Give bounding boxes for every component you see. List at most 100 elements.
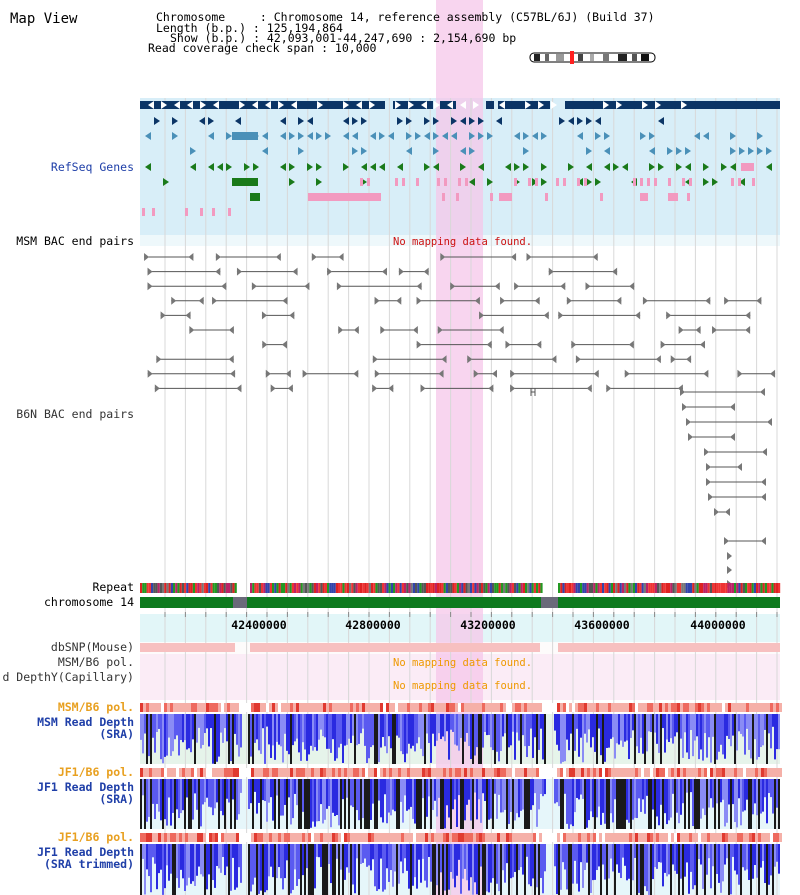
repeat-element <box>285 583 288 593</box>
depth-bin <box>592 714 594 738</box>
depth-bin <box>152 844 154 858</box>
repeat-element <box>492 583 495 593</box>
depth-bin <box>436 779 438 817</box>
polymorphism-tracks[interactable] <box>140 703 782 842</box>
depth-bin <box>196 779 198 810</box>
polymorphism-bin <box>341 833 344 842</box>
depth-bin <box>220 844 222 873</box>
bac-end-marker <box>706 478 711 486</box>
polymorphism-bin <box>506 833 509 842</box>
gene-block <box>152 208 155 216</box>
gene-arrow <box>730 132 736 140</box>
depth-bin <box>200 844 202 875</box>
depth-bin <box>522 844 524 875</box>
depth-bin <box>214 779 216 809</box>
depth-bin <box>336 714 338 759</box>
polymorphism-bin <box>419 833 422 842</box>
depth-bin <box>536 844 538 888</box>
depth-bin <box>456 714 458 746</box>
depth-bin <box>560 844 562 890</box>
depth-bin <box>196 844 198 876</box>
depth-bin <box>738 714 740 732</box>
depth-bin <box>656 714 658 744</box>
repeat-element <box>203 583 206 593</box>
polymorphism-bin <box>683 833 686 842</box>
polymorphism-bin <box>596 768 599 777</box>
polymorphism-bin <box>578 703 581 712</box>
track-label-jf1-read-depth: JF1 Read Depth <box>37 780 134 794</box>
chromosome-ideogram[interactable] <box>529 51 656 64</box>
polymorphism-bin <box>503 768 506 777</box>
depth-bin <box>430 714 432 763</box>
depth-bin <box>168 714 170 738</box>
gene-arrow <box>748 147 754 155</box>
gene-arrow <box>239 101 245 109</box>
repeat-element <box>659 583 662 593</box>
gene-arrow <box>473 101 479 109</box>
depth-bin <box>430 844 432 882</box>
gene-arrow <box>352 132 358 140</box>
gene-arrow <box>163 178 169 186</box>
polymorphism-bin <box>380 703 383 712</box>
repeat-element <box>716 583 719 593</box>
depth-bin <box>698 714 700 760</box>
depth-bin <box>508 779 510 824</box>
polymorphism-bin <box>170 768 173 777</box>
repeat-track[interactable] <box>140 583 781 593</box>
depth-bin <box>456 779 458 827</box>
polymorphism-bin <box>161 703 164 712</box>
polymorphism-bin <box>485 768 488 777</box>
polymorphism-bin <box>233 833 236 842</box>
gene-arrow <box>370 163 376 171</box>
depth-bin <box>750 779 752 829</box>
repeat-element <box>214 583 217 593</box>
bac-end-marker <box>767 418 772 426</box>
bac-end-marker <box>500 296 506 305</box>
depth-bin <box>248 779 250 810</box>
bac-end-pairs-track[interactable] <box>144 253 776 588</box>
polymorphism-bin <box>251 703 254 712</box>
repeat-element <box>432 583 435 593</box>
polymorphism-bin <box>308 833 311 842</box>
depth-bin <box>466 844 468 881</box>
depth-bin <box>670 844 672 895</box>
polymorphism-bin <box>146 833 149 842</box>
bac-end-marker <box>566 296 572 305</box>
depth-bin <box>658 779 660 826</box>
depth-no-data-message: No mapping data found. <box>393 680 532 692</box>
polymorphism-bin <box>686 768 689 777</box>
repeat-element <box>736 583 739 593</box>
repeat-element <box>177 583 180 593</box>
gene-arrow <box>685 147 691 155</box>
dbsnp-track[interactable] <box>140 643 780 652</box>
polymorphism-bin <box>518 833 521 842</box>
depth-bin <box>610 779 612 814</box>
gene-block <box>140 101 385 109</box>
polymorphism-bin <box>746 768 749 777</box>
depth-bin <box>144 844 146 895</box>
info-show: Show (b.p.) : 42,093,001-44,247,690 : 2,… <box>170 31 516 45</box>
depth-bin <box>302 779 304 812</box>
read-depth-tracks[interactable] <box>140 714 780 895</box>
repeat-element <box>217 583 220 593</box>
depth-bin <box>690 714 692 731</box>
refseq-genes-track[interactable] <box>140 101 780 216</box>
polymorphism-bin <box>335 833 338 842</box>
chromosome-track[interactable] <box>140 597 780 608</box>
polymorphism-bin <box>248 768 251 777</box>
gene-arrow <box>199 117 205 125</box>
depth-bin <box>494 779 496 794</box>
polymorphism-bin <box>560 703 563 712</box>
polymorphism-bin <box>587 768 590 777</box>
depth-bin <box>740 844 742 895</box>
repeat-element <box>558 583 561 593</box>
polymorphism-bin <box>269 703 272 712</box>
depth-bin <box>600 779 602 825</box>
depth-bin <box>530 844 532 887</box>
repeat-element <box>571 583 574 593</box>
depth-bin <box>292 779 294 819</box>
repeat-element <box>175 583 178 593</box>
polymorphism-bin <box>326 833 329 842</box>
depth-bin <box>488 779 490 820</box>
